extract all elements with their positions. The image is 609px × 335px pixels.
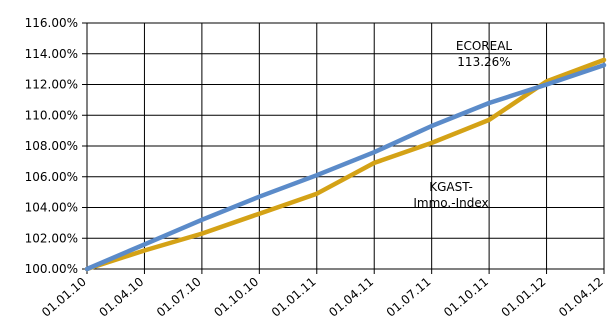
x-tick-label: 01.01.12 [499,275,549,320]
y-axis-ticks: 100.00% 102.00% 104.00% 106.00% 108.00% 110.0… [25,16,78,276]
x-tick-label: 01.04.10 [96,275,146,320]
x-tick-label: 01.01.10 [39,275,89,320]
x-tick-label: 01.01.11 [269,275,319,320]
annotation-ecoreal: ECOREAL [456,39,513,53]
y-tick-label: 106.00% [25,170,78,184]
annotation-kgast: Immo.-Index [413,196,488,210]
y-tick-label: 110.00% [25,108,78,122]
x-tick-label: 01.04.11 [326,275,376,320]
y-tick-label: 112.00% [25,78,78,92]
annotation-kgast: KGAST- [429,180,473,194]
y-tick-label: 108.00% [25,139,78,153]
x-tick-label: 01.04.12 [556,275,606,320]
annotation-ecoreal: 113.26% [457,55,510,69]
y-tick-label: 100.00% [25,262,78,276]
y-tick-label: 116.00% [25,16,78,30]
x-axis-ticks: 01.01.10 01.04.10 01.07.10 01.10.10 01.01.11… [39,275,606,320]
annotations: ECOREAL 113.26% KGAST- Immo.-Index [413,39,512,210]
x-tick-label: 01.10.10 [211,275,261,320]
y-tick-label: 104.00% [25,201,78,215]
y-tick-label: 114.00% [25,47,78,61]
x-tick-label: 01.07.10 [154,275,204,320]
series-lines [87,60,604,269]
y-tick-label: 102.00% [25,231,78,245]
x-tick-label: 01.07.11 [384,275,434,320]
x-tick-label: 01.10.11 [441,275,491,320]
